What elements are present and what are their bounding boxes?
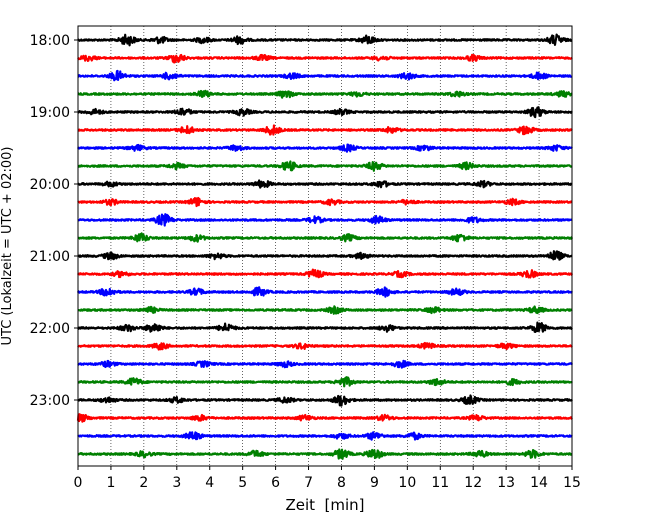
plot-frame: [77, 25, 573, 467]
trace-2330: [77, 431, 573, 441]
trace-2100: [77, 250, 573, 261]
trace-2145: [77, 305, 573, 315]
trace-1815: [77, 53, 573, 64]
x-tick-label: 14: [530, 475, 548, 491]
x-tick-label: 3: [172, 475, 181, 491]
trace-2030: [77, 213, 573, 227]
y-tick-label: 18:00: [30, 33, 70, 49]
x-tick-label: 10: [398, 475, 416, 491]
trace-2015: [77, 196, 573, 208]
x-tick-label: 5: [238, 475, 247, 491]
x-tick-label: 0: [74, 475, 83, 491]
x-tick-label: 6: [271, 475, 280, 491]
trace-1845: [77, 89, 573, 99]
trace-1900: [77, 106, 573, 119]
x-tick-label: 12: [464, 475, 482, 491]
grid-lines: [110, 26, 540, 466]
x-tick-label: 11: [431, 475, 449, 491]
x-tick-label: 1: [106, 475, 115, 491]
x-tick-label: 4: [205, 475, 214, 491]
x-axis-label: Zeit [min]: [285, 496, 364, 514]
x-tick-label: 9: [370, 475, 379, 491]
trace-2215: [77, 341, 573, 351]
trace-2315: [76, 413, 573, 423]
y-axis-ticks: 18:00 19:00 20:00 21:00 22:00 23:00: [30, 33, 78, 409]
trace-1915: [77, 124, 573, 136]
x-tick-label: 8: [337, 475, 346, 491]
y-tick-label: 20:00: [30, 177, 70, 193]
trace-1800: [77, 33, 573, 47]
trace-2200: [76, 321, 573, 333]
trace-2000: [77, 179, 573, 189]
trace-2045: [77, 232, 574, 243]
x-axis-ticks: 0 1 2 3 4 5 6 7 8 9 10 11 12 13 14 15: [74, 466, 581, 491]
trace-2300: [76, 394, 573, 407]
y-tick-label: 22:00: [30, 321, 70, 337]
traces-group: [76, 33, 574, 460]
y-tick-label: 23:00: [30, 393, 70, 409]
plot-area: [78, 26, 572, 466]
x-tick-label: 15: [563, 475, 581, 491]
y-tick-label: 21:00: [30, 249, 70, 265]
x-tick-label: 7: [304, 475, 313, 491]
trace-2345: [77, 448, 573, 460]
trace-1930: [77, 143, 573, 153]
x-tick-label: 13: [497, 475, 515, 491]
y-tick-label: 19:00: [30, 105, 70, 121]
trace-2115: [77, 268, 574, 279]
x-tick-label: 2: [139, 475, 148, 491]
y-axis-label: UTC (Lokalzeit = UTC + 02:00): [0, 147, 15, 346]
trace-2245: [77, 376, 573, 388]
trace-1830: [77, 69, 573, 82]
trace-2230: [77, 359, 573, 369]
trace-2130: [76, 286, 573, 298]
trace-1945: [77, 160, 573, 172]
